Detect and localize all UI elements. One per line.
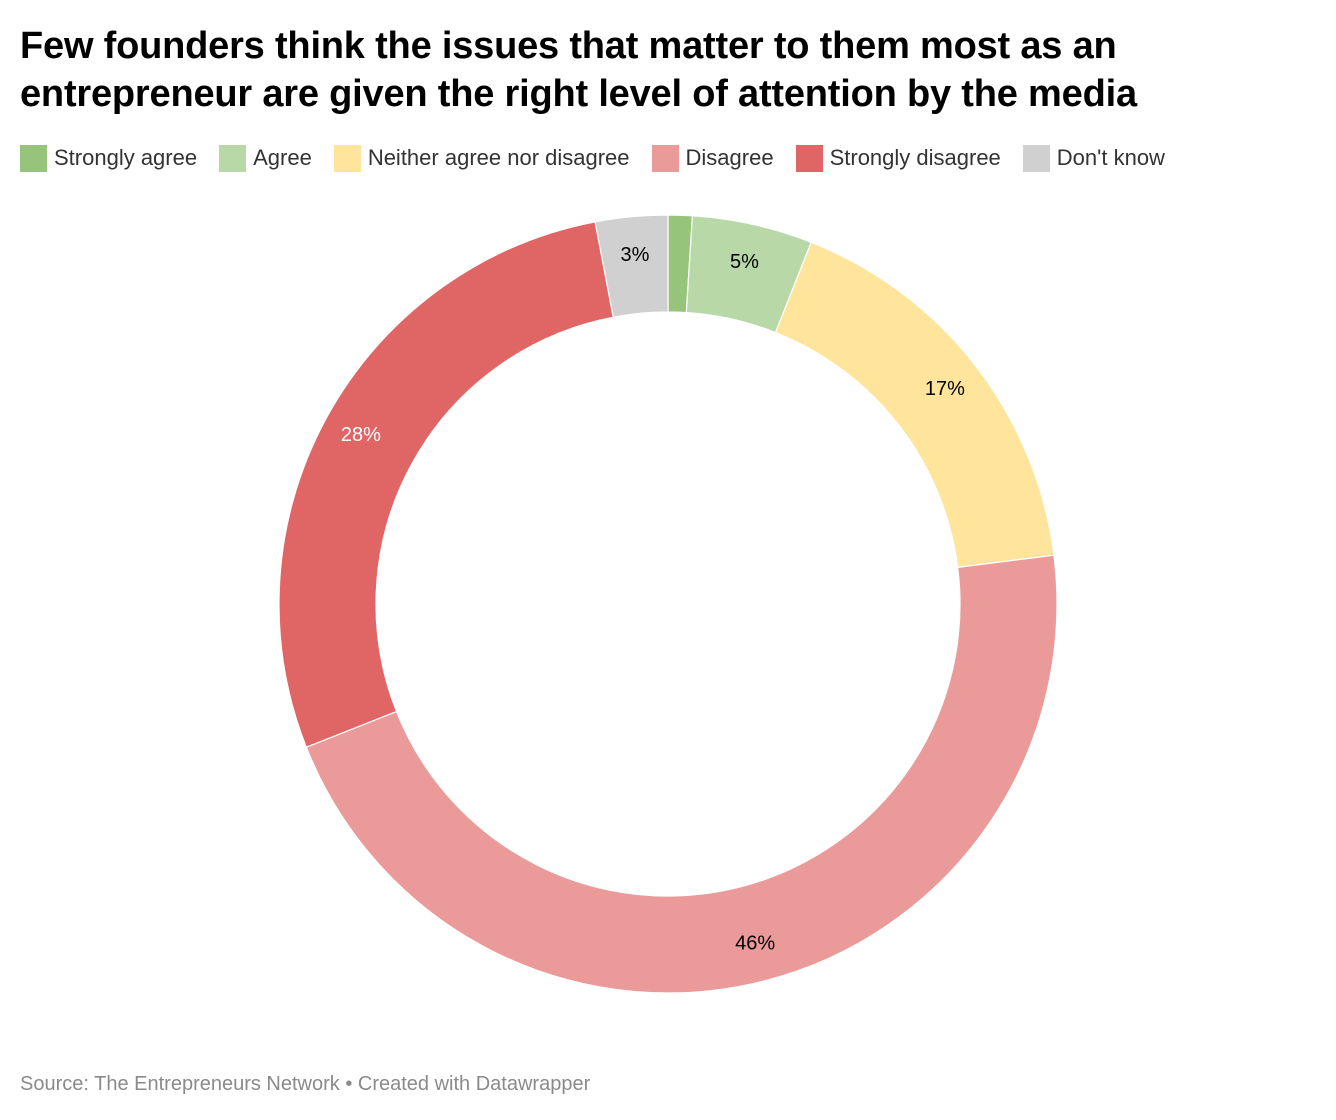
- source-note: Source: The Entrepreneurs Network • Crea…: [20, 1073, 591, 1095]
- slice-neither: [774, 241, 1055, 569]
- legend-label-disagree: Disagree: [685, 145, 774, 170]
- slice-label-agree: 5%: [730, 251, 759, 273]
- legend-item-strongly-disagree: Strongly disagree: [795, 144, 1001, 172]
- legend-label-strongly-agree: Strongly agree: [54, 145, 198, 170]
- slice-label-strongly-disagree: 28%: [341, 424, 381, 446]
- legend-swatch-dont-know: [1022, 144, 1050, 172]
- legend-item-neither: Neither agree nor disagree: [333, 144, 630, 172]
- chart-title: Few founders think the issues that matte…: [20, 25, 1137, 115]
- legend-label-dont-know: Don't know: [1056, 145, 1165, 170]
- legend-swatch-disagree: [651, 144, 679, 172]
- legend-label-agree: Agree: [253, 145, 312, 170]
- slice-label-neither: 17%: [925, 378, 965, 400]
- legend: Strongly agree Agree Neither agree nor d…: [20, 142, 1165, 174]
- slice-disagree: [305, 554, 1058, 994]
- legend-item-disagree: Disagree: [651, 144, 774, 172]
- legend-swatch-neither: [333, 144, 361, 172]
- legend-swatch-agree: [219, 144, 247, 172]
- donut-chart: 5% 17% 46% 28% 3%: [278, 214, 1058, 994]
- legend-item-strongly-agree: Strongly agree: [20, 144, 198, 172]
- slice-dont-know: [594, 214, 669, 318]
- slice-label-disagree: 46%: [735, 932, 775, 954]
- slice-label-dont-know: 3%: [621, 244, 650, 266]
- slice-strongly-disagree: [278, 221, 614, 748]
- legend-swatch-strongly-agree: [20, 144, 47, 172]
- legend-item-agree: Agree: [219, 144, 312, 172]
- legend-label-strongly-disagree: Strongly disagree: [829, 145, 1001, 170]
- legend-swatch-strongly-disagree: [795, 144, 823, 172]
- legend-label-neither: Neither agree nor disagree: [367, 145, 630, 170]
- legend-item-dont-know: Don't know: [1022, 144, 1165, 172]
